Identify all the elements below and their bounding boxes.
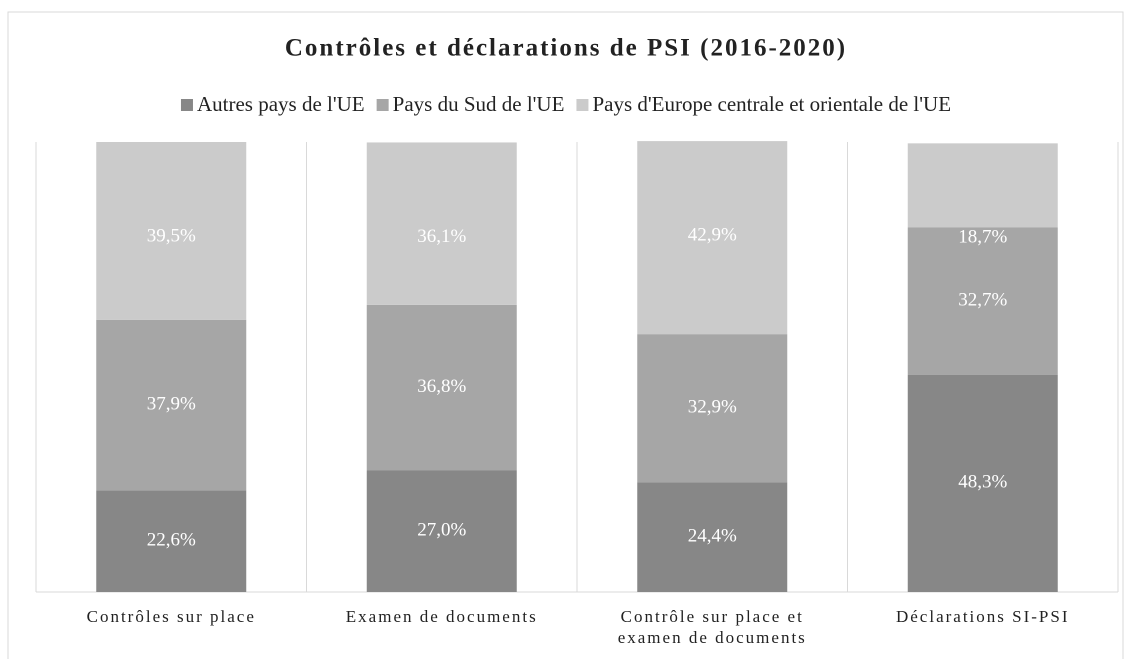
data-label: 42,9% bbox=[688, 224, 737, 245]
chart-title: Contrôles et déclarations de PSI (2016-2… bbox=[285, 35, 847, 62]
x-tick-label: Examen de documents bbox=[346, 607, 538, 626]
bar-segment bbox=[366, 470, 517, 592]
bar-segment bbox=[907, 143, 1058, 228]
bar-segment bbox=[96, 490, 247, 592]
data-label: 18,7% bbox=[958, 227, 1007, 248]
legend-label: Pays d'Europe centrale et orientale de l… bbox=[592, 92, 951, 116]
bar-segment bbox=[96, 142, 247, 320]
x-tick-label-line: Contrôle sur place et bbox=[621, 607, 804, 626]
bar-segment bbox=[907, 227, 1058, 375]
data-label: 24,4% bbox=[688, 525, 737, 546]
data-label: 32,7% bbox=[958, 289, 1007, 310]
data-label: 39,5% bbox=[147, 225, 196, 246]
data-label: 48,3% bbox=[958, 472, 1007, 493]
x-tick-label: Déclarations SI-PSI bbox=[896, 607, 1070, 626]
x-tick-label-line: examen de documents bbox=[618, 628, 807, 647]
data-label: 36,1% bbox=[417, 226, 466, 247]
bar-segment bbox=[96, 319, 247, 491]
legend: Autres pays de l'UE Pays du Sud de l'UE Pa… bbox=[180, 92, 951, 116]
x-tick-label: Contrôle sur place et examen de documents bbox=[618, 607, 807, 647]
legend-swatch bbox=[576, 99, 589, 111]
legend-label: Autres pays de l'UE bbox=[197, 92, 365, 116]
bar-segment bbox=[366, 304, 517, 471]
data-label: 36,8% bbox=[417, 376, 466, 397]
legend-swatch bbox=[180, 99, 193, 111]
data-label: 27,0% bbox=[417, 520, 466, 541]
bar-segment bbox=[637, 482, 788, 592]
x-tick-label: Contrôles sur place bbox=[87, 607, 256, 626]
data-label: 22,6% bbox=[147, 530, 196, 551]
data-label: 32,9% bbox=[688, 397, 737, 418]
data-label: 37,9% bbox=[147, 393, 196, 414]
legend-swatch bbox=[376, 99, 389, 111]
bar-segment bbox=[907, 374, 1058, 592]
bar-segment bbox=[637, 334, 788, 483]
bar-segment bbox=[637, 141, 788, 335]
legend-label: Pays du Sud de l'UE bbox=[393, 92, 565, 116]
bar-segment bbox=[366, 142, 517, 305]
